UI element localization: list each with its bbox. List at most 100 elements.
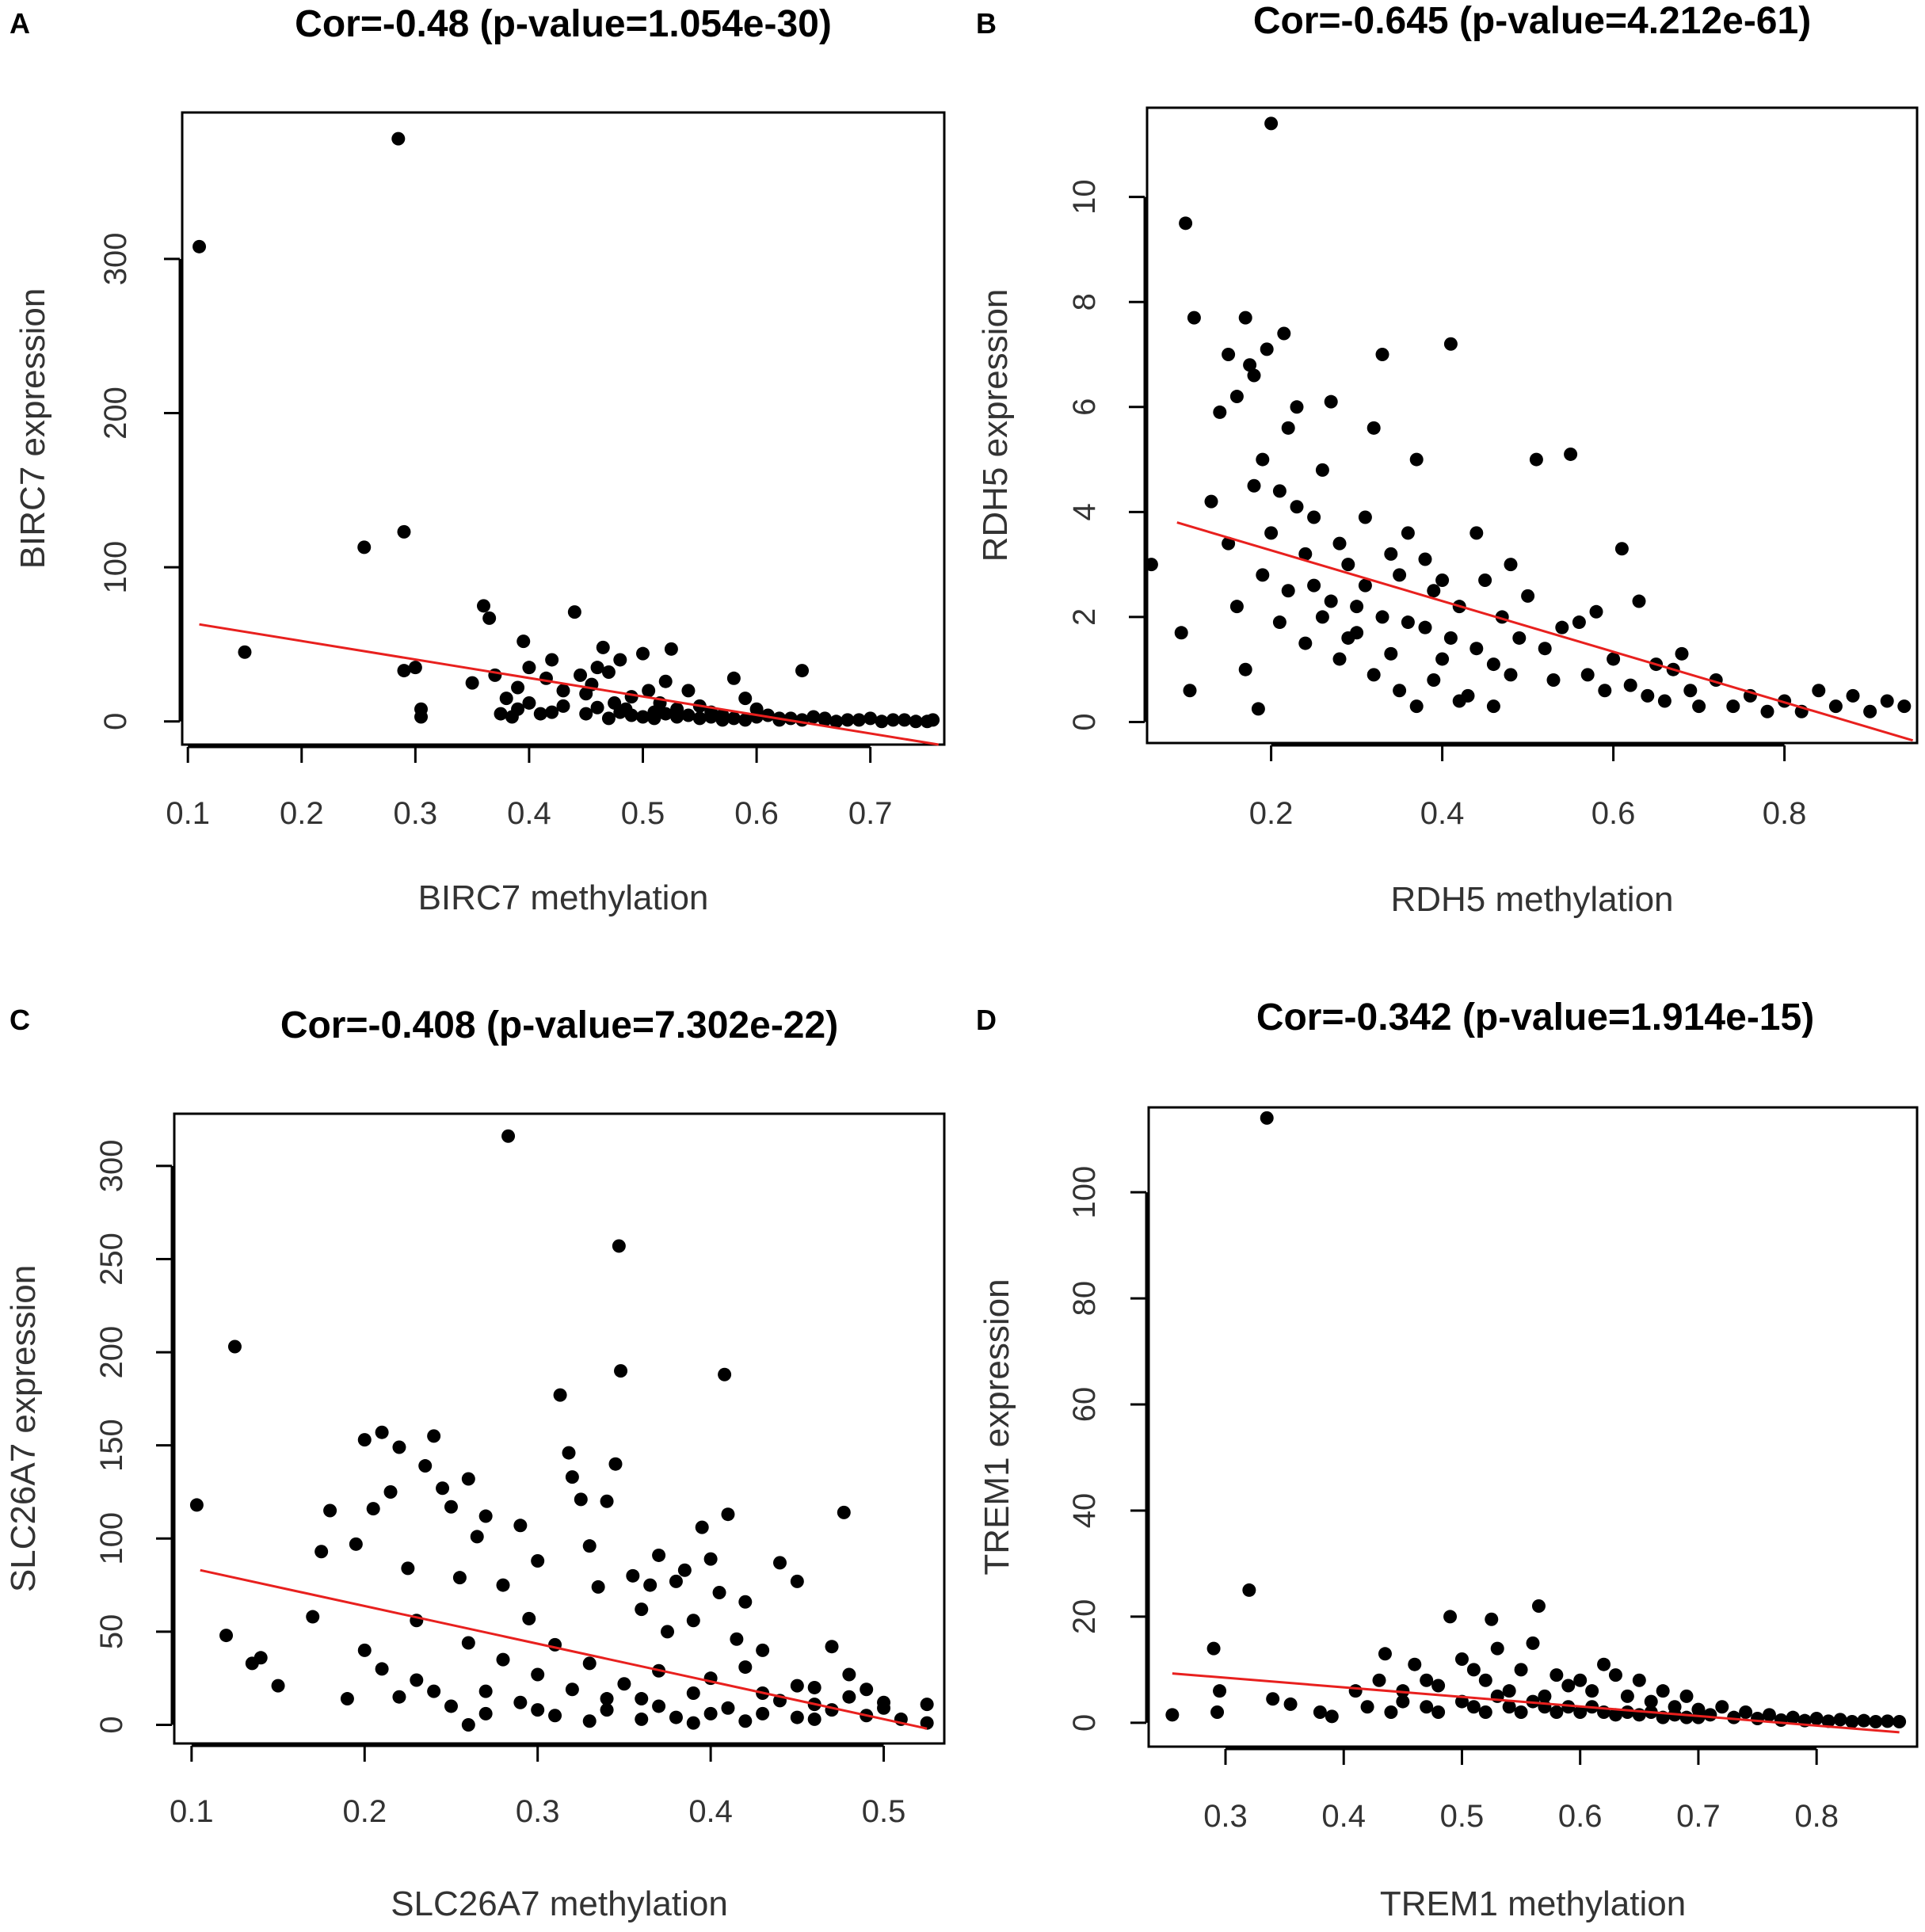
data-point-b-109: [1504, 668, 1518, 682]
y-tick-label-d-5: 100: [1067, 1166, 1102, 1219]
data-point-d-43: [1762, 1708, 1776, 1722]
data-point-a-2: [238, 645, 252, 659]
data-point-c-4: [253, 1651, 268, 1665]
data-point-b-60: [1641, 688, 1655, 703]
y-tick-label-b-3: 6: [1067, 398, 1102, 416]
data-point-d-41: [1715, 1700, 1729, 1714]
data-point-b-97: [1375, 610, 1389, 624]
data-point-c-64: [860, 1682, 874, 1697]
data-point-b-15: [1264, 116, 1279, 131]
data-point-a-54: [886, 713, 900, 727]
data-point-b-77: [1880, 694, 1894, 708]
data-point-d-10: [1348, 1684, 1363, 1698]
data-point-d-29: [1561, 1679, 1576, 1693]
data-point-b-88: [1298, 636, 1313, 650]
chart-panel-c: C Cor=-0.408 (p-value=7.302e-22) 0.1 0.2 0.3…: [4, 1004, 946, 1923]
data-point-b-81: [1238, 662, 1252, 676]
data-point-d-32: [1597, 1657, 1611, 1671]
data-point-b-107: [1469, 642, 1484, 656]
data-point-d-82: [1845, 1715, 1859, 1729]
data-point-a-22: [567, 605, 581, 619]
data-point-a-17: [522, 695, 536, 710]
chart-title-d: Cor=-0.342 (p-value=1.914e-15): [1256, 996, 1814, 1038]
data-point-d-63: [1550, 1705, 1564, 1719]
data-point-b-73: [1812, 684, 1826, 698]
data-point-c-41: [614, 1364, 628, 1378]
data-point-c-26: [496, 1578, 510, 1592]
panel-letter-d: D: [976, 1004, 997, 1036]
y-axis-label-b: RDH5 expression: [976, 289, 1015, 562]
data-point-b-101: [1409, 699, 1424, 714]
data-point-b-5: [1204, 494, 1218, 509]
data-point-c-77: [496, 1652, 510, 1667]
y-tick-label-c-6: 300: [94, 1139, 129, 1192]
data-point-a-20: [545, 653, 559, 667]
data-point-d-46: [1833, 1713, 1847, 1727]
data-point-c-25: [478, 1509, 493, 1523]
x-tick-label-c-4: 0.5: [862, 1794, 906, 1829]
panel-letter-b: B: [976, 7, 997, 40]
data-point-c-62: [837, 1505, 851, 1519]
data-point-b-1: [1174, 626, 1188, 640]
y-tick-label-d-4: 80: [1067, 1281, 1102, 1317]
y-axis-label-c: SLC26A7 expression: [4, 1265, 43, 1592]
data-point-d-75: [1691, 1710, 1706, 1724]
x-tick-label-a-0: 0.1: [166, 796, 210, 831]
data-point-d-36: [1644, 1694, 1658, 1709]
data-point-d-83: [1869, 1715, 1883, 1729]
data-point-c-82: [582, 1656, 597, 1671]
data-point-c-39: [608, 1457, 623, 1471]
data-point-d-26: [1531, 1599, 1546, 1614]
plot-frame-c: [173, 1112, 946, 1745]
data-point-d-17: [1443, 1610, 1458, 1624]
data-point-b-9: [1238, 311, 1252, 325]
data-point-c-56: [738, 1595, 753, 1609]
data-point-b-6: [1213, 405, 1227, 419]
data-point-c-71: [392, 1690, 406, 1704]
data-point-c-99: [877, 1701, 891, 1715]
data-point-d-16: [1431, 1679, 1446, 1693]
data-point-b-86: [1281, 584, 1295, 598]
data-point-d-7: [1283, 1697, 1298, 1711]
regression-line-a: [199, 623, 940, 746]
data-point-a-49: [795, 664, 810, 678]
chart-panel-d: D Cor=-0.342 (p-value=1.914e-15) 0.3 0.4 0.5…: [976, 996, 1919, 1923]
data-point-b-79: [1222, 536, 1236, 551]
data-point-a-1: [391, 131, 406, 146]
data-point-c-20: [436, 1481, 450, 1496]
data-point-c-40: [612, 1239, 626, 1253]
data-point-b-65: [1683, 684, 1698, 698]
data-point-a-6: [408, 661, 422, 675]
data-point-a-32: [624, 690, 638, 704]
data-point-a-34: [642, 684, 656, 698]
data-point-b-37: [1443, 337, 1458, 351]
data-point-c-73: [427, 1684, 441, 1698]
data-point-b-78: [1897, 699, 1912, 714]
data-point-b-40: [1469, 526, 1484, 540]
data-point-b-94: [1350, 626, 1364, 640]
data-point-c-16: [401, 1561, 415, 1576]
data-point-d-1: [1165, 1708, 1180, 1722]
data-point-c-36: [582, 1539, 597, 1553]
data-point-d-25: [1526, 1636, 1540, 1650]
y-tick-label-c-0: 0: [94, 1716, 129, 1733]
data-point-d-8: [1313, 1705, 1327, 1719]
data-point-c-91: [738, 1660, 753, 1675]
data-point-c-112: [461, 1717, 475, 1732]
y-tick-label-d-3: 60: [1067, 1387, 1102, 1423]
data-point-b-31: [1393, 568, 1407, 582]
data-point-b-34: [1418, 620, 1432, 634]
data-point-c-6: [306, 1610, 320, 1624]
data-point-c-7: [314, 1545, 329, 1559]
chart-title-b: Cor=-0.645 (p-value=4.212e-61): [1253, 0, 1811, 42]
data-point-c-80: [548, 1709, 562, 1723]
x-axis-label-b: RDH5 methylation: [1390, 880, 1673, 919]
data-point-d-68: [1608, 1708, 1622, 1722]
data-point-b-2: [1179, 216, 1193, 231]
data-point-d-2: [1206, 1641, 1221, 1656]
data-point-c-72: [410, 1673, 424, 1687]
data-point-c-44: [643, 1578, 658, 1592]
data-point-b-10: [1243, 358, 1257, 372]
data-point-b-70: [1760, 704, 1774, 718]
y-tick-label-a-1: 100: [98, 541, 133, 594]
